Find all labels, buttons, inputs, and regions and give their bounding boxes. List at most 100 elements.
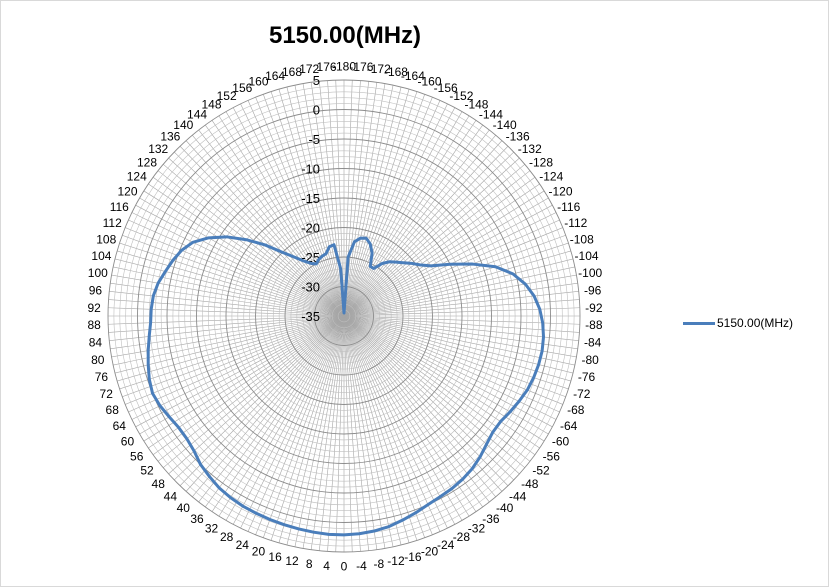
angular-tick-label: 100	[88, 266, 108, 280]
angular-tick-label: 4	[323, 559, 330, 573]
grid-ring-major	[314, 286, 374, 346]
angular-tick-label: -116	[557, 200, 580, 214]
angular-tick-label: -84	[584, 336, 602, 350]
radial-tick-label: -30	[301, 280, 320, 295]
angular-tick-label: 32	[205, 522, 219, 536]
grid-ring-minor	[278, 250, 410, 382]
angular-tick-label: 20	[252, 544, 266, 558]
grid-ring-minor	[261, 233, 427, 399]
angular-tick-label: 120	[117, 185, 137, 199]
angular-tick-label: -20	[421, 544, 439, 558]
grid-ring-minor	[237, 209, 451, 423]
angular-tick-label: 84	[89, 336, 103, 350]
angular-tick-label: 88	[87, 318, 101, 332]
grid-ring-minor	[154, 126, 534, 506]
grid-ring-minor	[113, 85, 575, 547]
angular-tick-label: 52	[140, 463, 154, 477]
grid-ring-minor	[149, 121, 539, 511]
angular-tick-label: -132	[518, 142, 542, 156]
angular-tick-label: 156	[232, 81, 252, 95]
angular-tick-label: 160	[248, 75, 268, 89]
angular-tick-label: 164	[265, 69, 285, 83]
grid-ring-minor	[308, 280, 380, 352]
angular-tick-label: 108	[96, 232, 116, 246]
grid-ring-major	[255, 227, 433, 405]
angular-tick-label: -32	[468, 522, 486, 536]
series-line	[146, 235, 545, 537]
angular-tick-label: 92	[87, 301, 101, 315]
grid-ring-minor	[172, 144, 516, 488]
angular-tick-label: -168	[384, 65, 408, 79]
grid-ring-minor	[231, 203, 457, 429]
angular-tick-label: 60	[121, 435, 135, 449]
radial-tick-label: -5	[308, 132, 320, 147]
angular-tick-label: 16	[268, 550, 282, 564]
angular-tick-label: -56	[543, 449, 561, 463]
angular-tick-label: -100	[578, 266, 602, 280]
angular-tick-label: -4	[356, 559, 367, 573]
angular-tick-label: -180	[332, 60, 356, 74]
grid-ring-minor	[296, 268, 392, 364]
angular-tick-label: 176	[317, 60, 337, 74]
angular-tick-label: 44	[164, 489, 178, 503]
angular-tick-label: 148	[202, 97, 222, 111]
angular-tick-label: 40	[177, 501, 191, 515]
angular-tick-label: -164	[401, 69, 425, 83]
grid-ring-minor	[160, 132, 528, 500]
angular-tick-label: 48	[152, 477, 166, 491]
angular-tick-label: 128	[137, 156, 157, 170]
angular-tick-label: -28	[453, 530, 471, 544]
angular-tick-label: -16	[404, 550, 422, 564]
angular-tick-label: -92	[585, 301, 603, 315]
grid-ring-minor	[213, 185, 475, 447]
grid-ring-minor	[219, 191, 469, 441]
angular-tick-label: -120	[548, 185, 572, 199]
series-layer	[146, 235, 545, 537]
angular-tick-label: 132	[148, 142, 168, 156]
grid-ring-minor	[184, 156, 504, 476]
angular-tick-label: -140	[493, 118, 517, 132]
grid-ring-minor	[320, 292, 368, 340]
angular-tick-label: 8	[306, 557, 313, 571]
grid-ring-minor	[131, 103, 557, 529]
angular-tick-label: -24	[437, 538, 455, 552]
radial-tick-label: -35	[301, 309, 320, 324]
radial-tick-labels: 50-5-10-15-20-25-30-35	[301, 73, 320, 324]
angular-tick-label: 0	[341, 560, 348, 574]
angular-tick-label: -128	[529, 156, 553, 170]
grid-ring-minor	[243, 215, 445, 417]
angular-tick-label: -148	[464, 97, 488, 111]
grid-ring-minor	[119, 91, 569, 541]
angular-tick-label: -72	[573, 387, 591, 401]
angular-tick-label: 72	[100, 387, 114, 401]
grid-ring-major	[284, 256, 404, 376]
radial-tick-label: -20	[301, 221, 320, 236]
angular-tick-label: 144	[187, 107, 207, 121]
radial-tick-label: -15	[301, 191, 320, 206]
grid-ring-minor	[266, 239, 421, 393]
angular-tick-label: -172	[367, 62, 391, 76]
grid-ring-major	[225, 197, 463, 435]
angular-tick-label: -8	[373, 557, 384, 571]
angular-tick-label: -88	[585, 318, 603, 332]
angular-tick-label: -60	[552, 435, 570, 449]
angular-tick-label: -152	[449, 89, 473, 103]
angular-tick-label: -156	[434, 81, 458, 95]
angular-tick-label: 24	[236, 538, 250, 552]
grid-ring-major	[166, 138, 522, 494]
angular-tick-label: -112	[564, 216, 587, 230]
grid-ring-major	[137, 109, 551, 523]
radial-tick-label: -10	[301, 162, 320, 177]
angular-tick-label: 68	[106, 403, 120, 417]
angular-tick-label: 64	[113, 419, 127, 433]
angular-tick-label: 172	[299, 62, 319, 76]
angular-tick-label: 28	[220, 530, 234, 544]
angular-tick-label: -96	[584, 283, 602, 297]
angular-tick-label: -48	[521, 477, 539, 491]
grid-ring-major	[107, 79, 581, 553]
angular-tick-label: -12	[387, 554, 405, 568]
grid-ring-minor	[272, 244, 416, 388]
angular-tick-label: -108	[570, 232, 594, 246]
